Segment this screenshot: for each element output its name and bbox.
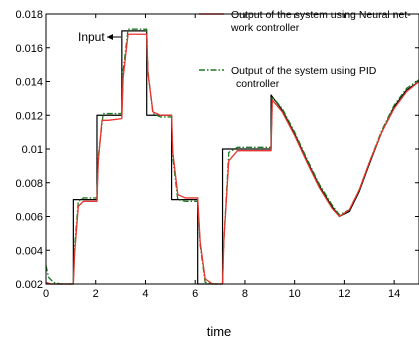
y-tick-label: 0.018: [15, 9, 43, 21]
x-tick-label: 2: [93, 288, 99, 300]
annotation-arrow-head: [107, 34, 113, 40]
y-tick-label: 0.004: [15, 245, 43, 257]
x-tick-label: 12: [338, 288, 350, 300]
x-tick-label: 10: [289, 288, 301, 300]
axes-layer: 0.002 0.004 0.006 0.008 0.01 0.012 0.014 0.016 0…: [15, 9, 419, 339]
legend-label-pid-line1: Output of the system using PID: [231, 65, 377, 77]
x-tick-label: 6: [192, 288, 198, 300]
legend-label-pid: Output of the system using PID controller: [231, 65, 377, 90]
x-tick-label: 14: [388, 288, 400, 300]
annotation-layer: Input: [78, 30, 121, 44]
x-tick-label: 8: [242, 288, 248, 300]
x-tick-label: 0: [43, 288, 49, 300]
y-tick-label: 0.01: [22, 144, 43, 156]
x-tick-label: 4: [142, 288, 148, 300]
series-line-pid: [45, 28, 419, 285]
y-tick-label: 0.014: [15, 77, 43, 89]
y-tick-label: 0.016: [15, 43, 43, 55]
series-line-neural: [45, 33, 419, 285]
legend-label-neural: Output of the system using Neural net-wo…: [230, 9, 411, 34]
input-annotation-label: Input: [78, 30, 105, 44]
legend: Output of the system using Neural net-wo…: [199, 9, 411, 90]
legend-label-neural-line2: work controller: [230, 22, 300, 34]
legend-label-neural-line1: Output of the system using Neural net-: [231, 9, 411, 21]
y-tick-label: 0.002: [15, 279, 43, 291]
plot-frame: [45, 13, 419, 285]
series-layer: [45, 28, 419, 285]
legend-label-pid-line2: controller: [236, 78, 280, 90]
x-axis-label: time: [207, 324, 232, 339]
y-tick-label: 0.012: [15, 110, 43, 122]
y-tick-label: 0.006: [15, 212, 43, 224]
y-tick-label: 0.008: [15, 178, 43, 190]
